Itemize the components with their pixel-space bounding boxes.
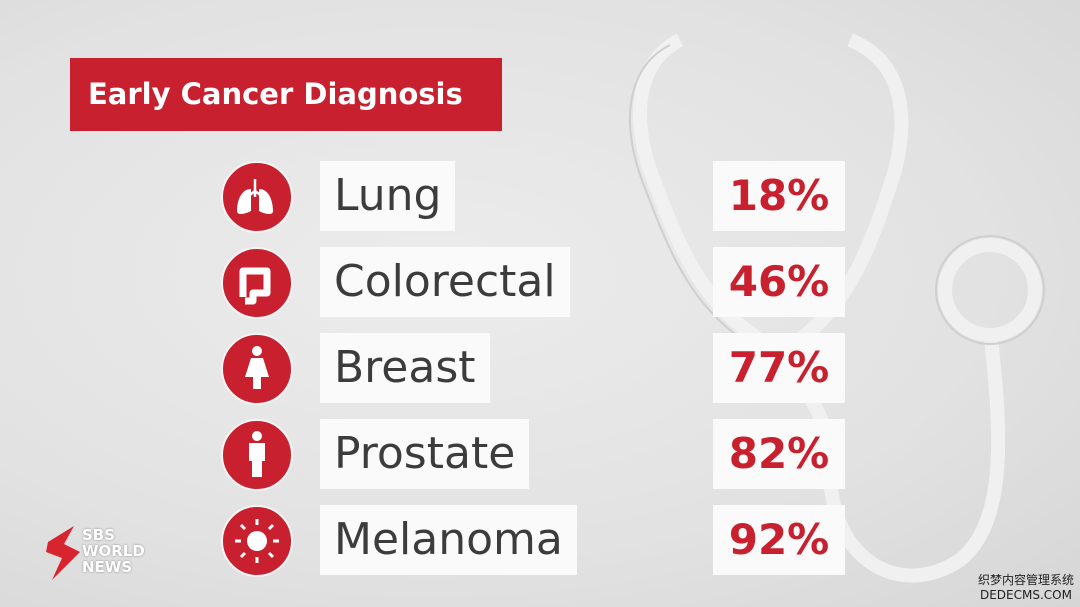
logo-mark bbox=[46, 526, 80, 580]
title-banner: Early Cancer Diagnosis bbox=[70, 58, 502, 131]
icon bbox=[221, 505, 293, 577]
percent-value: 18% bbox=[713, 161, 845, 231]
row: Colorectal 46% bbox=[0, 247, 1080, 319]
row: Lung 18% bbox=[0, 161, 1080, 233]
sbs-logo: SBS WORLD NEWS bbox=[44, 522, 164, 582]
icon bbox=[221, 161, 293, 233]
watermark-text: DEDECMS.COM bbox=[979, 588, 1072, 602]
logo-text: NEWS bbox=[82, 558, 133, 576]
percent-value: 46% bbox=[713, 247, 845, 317]
cancer-label: Lung bbox=[320, 161, 456, 231]
row: Prostate 82% bbox=[0, 419, 1080, 491]
icon bbox=[221, 419, 293, 491]
watermark-text: 织梦内容管理系统 bbox=[977, 573, 1074, 587]
row: Breast 77% bbox=[0, 333, 1080, 405]
percent-value: 77% bbox=[713, 333, 845, 403]
cancer-label: Colorectal bbox=[320, 247, 570, 317]
cancer-label: Prostate bbox=[320, 419, 530, 489]
row: Melanoma 92% bbox=[0, 505, 1080, 577]
logo-text: WORLD bbox=[82, 542, 145, 560]
icon bbox=[221, 247, 293, 319]
percent-value: 82% bbox=[713, 419, 845, 489]
icon bbox=[221, 333, 293, 405]
percent-value: 92% bbox=[713, 505, 845, 575]
cancer-label: Melanoma bbox=[320, 505, 577, 575]
cancer-label: Breast bbox=[320, 333, 490, 403]
watermark: 织梦内容管理系统 DEDECMS.COM bbox=[978, 573, 1074, 603]
logo-text: SBS bbox=[82, 526, 116, 544]
